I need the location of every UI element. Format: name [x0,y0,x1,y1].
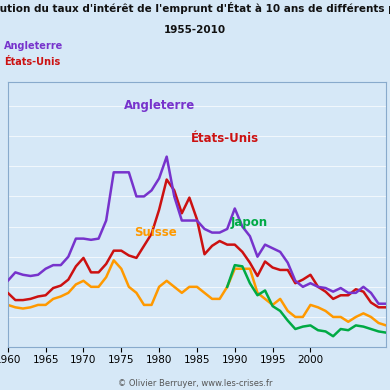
Text: 1955-2010: 1955-2010 [164,25,226,35]
Text: Japon: Japon [231,216,268,229]
Text: Angleterre: Angleterre [4,41,63,51]
Text: Évolution du taux d'intérêt de l'emprunt d'État à 10 ans de différents pays: Évolution du taux d'intérêt de l'emprunt… [0,2,390,14]
Text: © Olivier Berruyer, www.les-crises.fr: © Olivier Berruyer, www.les-crises.fr [118,379,272,388]
Text: Suisse: Suisse [134,225,177,239]
Text: Angleterre: Angleterre [124,99,195,112]
Text: États-Unis: États-Unis [191,131,259,145]
Text: États-Unis: États-Unis [4,57,60,67]
